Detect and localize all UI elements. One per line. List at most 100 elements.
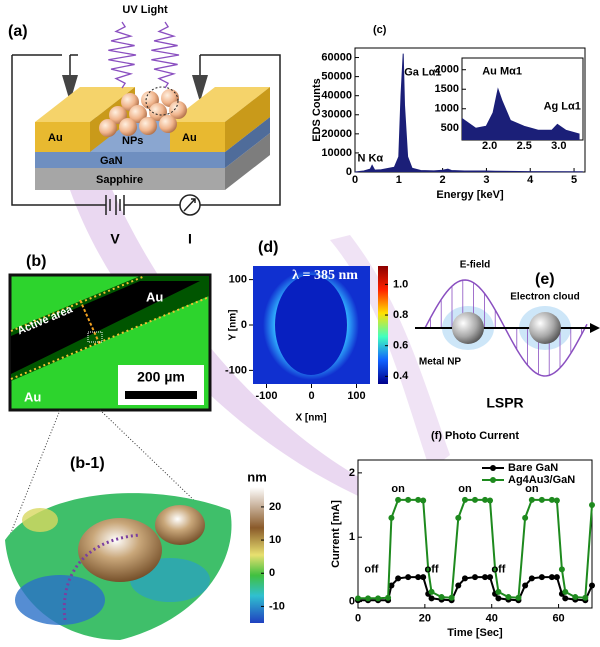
sapphire	[225, 133, 270, 190]
area-line	[461, 87, 580, 135]
x-tick-label: 4	[527, 174, 534, 186]
marker	[553, 574, 560, 581]
marker	[455, 582, 462, 589]
marker	[420, 574, 427, 581]
marker	[385, 594, 392, 601]
x-axis-label: X [nm]	[295, 413, 326, 424]
au-pad	[170, 87, 270, 122]
marker	[395, 575, 402, 582]
panel-b: (b) Au Au Active area 200 µm	[7, 253, 226, 541]
x-tick-label: 0	[355, 613, 361, 625]
marker	[472, 574, 478, 581]
x-tick-label: 100	[347, 390, 365, 402]
bump	[78, 518, 162, 582]
cloud-label: Electron cloud	[510, 292, 579, 303]
x-tick-label: 3	[483, 174, 489, 186]
legend-marker	[490, 477, 496, 483]
marker	[461, 575, 468, 582]
y-tick-label: 500	[441, 122, 459, 134]
electrode-label: Au	[48, 132, 63, 144]
current-label: I	[188, 231, 192, 247]
scale-bar	[125, 391, 197, 399]
y-tick-label: 40000	[321, 90, 352, 102]
colorbar-tick-label: 0.4	[393, 370, 409, 382]
marker	[365, 595, 372, 602]
annotation: on	[391, 483, 405, 495]
marker	[428, 588, 435, 595]
marker	[425, 566, 432, 573]
gan	[225, 117, 270, 168]
x-tick-label: 60	[552, 613, 564, 625]
marker	[522, 582, 529, 589]
marker	[388, 514, 395, 521]
marker	[495, 595, 502, 602]
panel-label: (a)	[8, 23, 28, 40]
marker	[572, 594, 579, 601]
x-axis-label: Energy [keV]	[436, 189, 504, 201]
au-pad	[35, 87, 135, 122]
colorbar-tick-label: 0.8	[393, 309, 408, 321]
field-label: E-field	[460, 260, 491, 271]
marker	[472, 496, 478, 503]
marker	[538, 574, 545, 581]
legend-label: Ag4Au3/GaN	[508, 474, 575, 486]
marker	[482, 496, 489, 503]
annotation: N Kα	[357, 153, 383, 165]
annotation: off	[491, 563, 505, 575]
electrode-label: Au	[182, 132, 197, 144]
marker	[375, 595, 382, 602]
x-tick-label: 3.0	[551, 140, 566, 152]
y-tick-label: 50000	[321, 71, 352, 83]
marker	[487, 497, 494, 504]
circuit-wire	[11, 54, 281, 206]
edge	[10, 296, 210, 380]
y-tick-label: 0	[241, 319, 247, 331]
light-label: UV Light	[122, 4, 168, 16]
probe-tip	[62, 75, 78, 102]
marker	[355, 595, 361, 602]
marker	[455, 514, 462, 521]
marker	[405, 574, 412, 581]
caption: LSPR	[486, 395, 523, 411]
marker	[495, 588, 502, 595]
edge	[10, 275, 146, 332]
panel-d: (d) λ = 385 nm X [nm] Y [nm]	[228, 239, 388, 424]
marker	[461, 496, 468, 503]
active-band	[11, 281, 200, 374]
voltage-label: V	[110, 231, 120, 247]
marker	[487, 574, 494, 581]
y-tick-label: 20000	[321, 128, 352, 140]
marker	[438, 594, 445, 601]
ammeter-arrow	[183, 198, 196, 212]
annotation: Ag Lα1	[544, 101, 581, 113]
electrode-label: Au	[146, 289, 163, 304]
colorbar-tick-label: 10	[269, 534, 281, 546]
uv-wave	[108, 21, 137, 89]
marker	[528, 575, 535, 582]
y-axis-label: Current [mA]	[330, 500, 342, 568]
y-tick-label: 1500	[435, 83, 459, 95]
panel-e: (e) E-field Electron cloud Metal NP LSPR	[415, 260, 600, 411]
annotation: Ga Lα1	[404, 67, 441, 79]
annotation: on	[458, 483, 472, 495]
particle-label: Metal NP	[419, 357, 462, 368]
au-pad	[35, 122, 90, 152]
substrate-label: Sapphire	[96, 174, 143, 186]
colorbar-tick-label: 0.6	[393, 340, 408, 352]
scale-label: 200 µm	[137, 369, 185, 385]
au-pad	[225, 87, 270, 152]
panel-label: (d)	[258, 239, 278, 256]
panel-a: (a) UV Light Au Au NPs GaN Sapphire V I	[8, 4, 281, 247]
annotation: off	[364, 563, 378, 575]
marker	[538, 496, 545, 503]
heatmap	[275, 275, 347, 375]
chart-title: (c)	[373, 24, 387, 36]
colorbar-tick-label: 0	[269, 567, 275, 579]
marker	[482, 574, 489, 581]
marker	[405, 496, 412, 503]
annotation: Au Mα1	[482, 66, 522, 78]
area-fill	[462, 89, 580, 140]
nanoparticles	[99, 86, 187, 137]
particle-label: NPs	[122, 135, 143, 147]
